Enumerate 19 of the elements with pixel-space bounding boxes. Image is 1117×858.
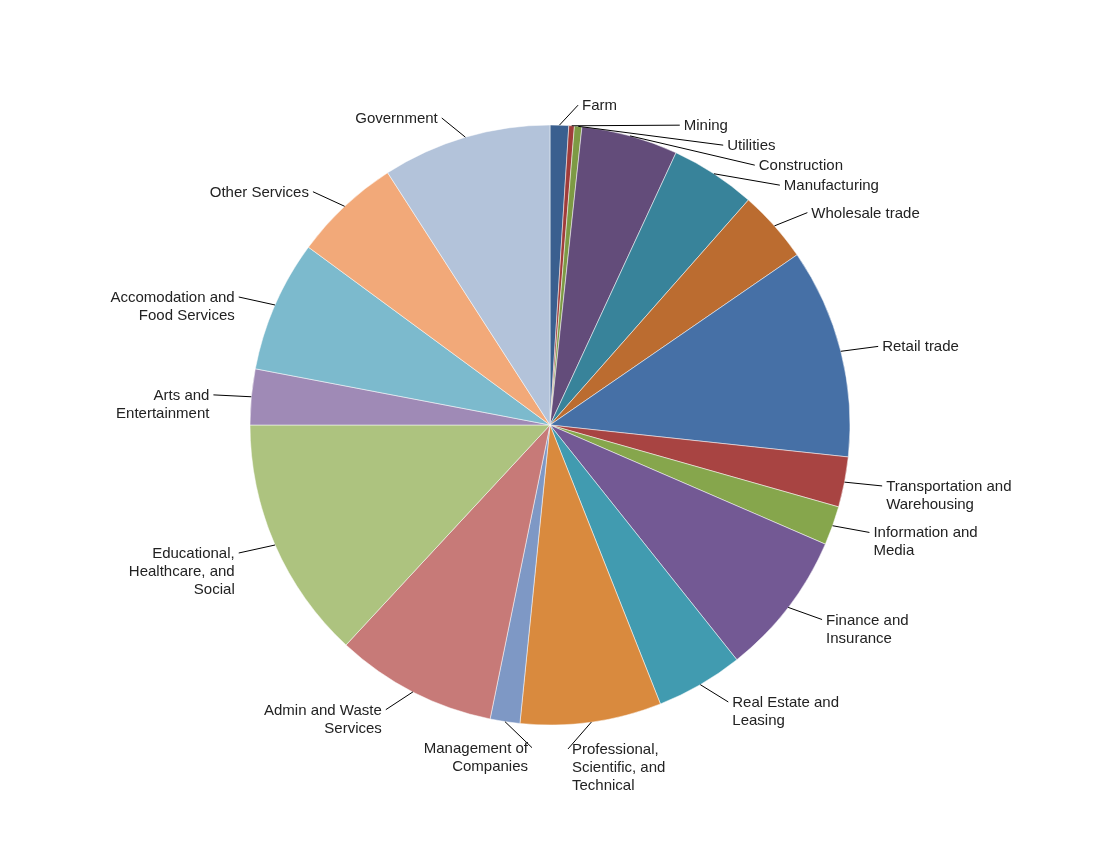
slice-label: Wholesale trade bbox=[811, 203, 920, 221]
slice-label: Manufacturing bbox=[783, 176, 879, 194]
slice-label: Accomodation and Food Services bbox=[110, 287, 235, 323]
slice-label: Professional, Scientific, and Technical bbox=[572, 739, 666, 793]
slice-label: Construction bbox=[758, 156, 843, 174]
slice-label: Farm bbox=[582, 96, 618, 114]
slice-label: Other Services bbox=[209, 182, 309, 200]
slice-label: Mining bbox=[683, 116, 728, 134]
slice-label: Management of Companies bbox=[423, 738, 529, 774]
slice-label: Real Estate and Leasing bbox=[732, 692, 840, 728]
slice-label: Government bbox=[355, 108, 439, 126]
slice-label: Admin and Waste Services bbox=[263, 700, 382, 736]
slice-label: Retail trade bbox=[882, 337, 959, 355]
slice-label: Arts and Entertainment bbox=[116, 385, 211, 421]
slice-label: Utilities bbox=[727, 136, 776, 154]
slice-label: Information and Media bbox=[873, 523, 978, 559]
slice-label: Educational, Healthcare, and Social bbox=[128, 544, 235, 598]
slice-label: Transportation and Warehousing bbox=[886, 476, 1012, 512]
slice-label: Finance and Insurance bbox=[826, 610, 909, 646]
